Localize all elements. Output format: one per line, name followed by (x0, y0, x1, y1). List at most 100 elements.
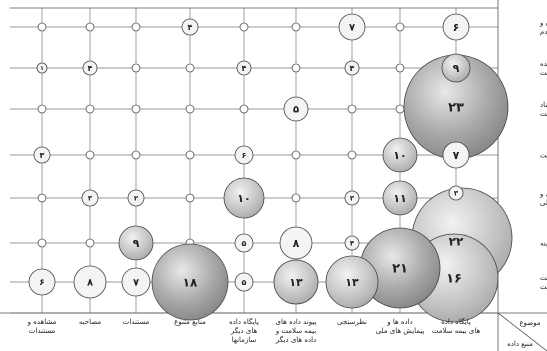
empty-marker (131, 150, 141, 160)
bubble-circle (344, 60, 360, 76)
empty-marker (395, 63, 405, 73)
empty-marker (291, 63, 301, 73)
column-labels: پایگاه داده های بیمه سلامت داده ها و پیمایش… (27, 317, 481, 344)
bubble-value: ۶ (453, 21, 460, 34)
bubble-value: ۹ (133, 237, 140, 250)
bubble: ۴ (344, 60, 360, 76)
bubble-circle (279, 226, 313, 260)
bubble: ۱۰ (223, 177, 265, 219)
empty-marker (37, 104, 47, 114)
bubble-value: ۶ (39, 278, 45, 288)
bubble-value: ۱۳ (345, 276, 359, 289)
bubble-value: ۵ (242, 239, 247, 248)
empty-marker (291, 150, 301, 160)
bubble-value: ۵ (242, 278, 247, 287)
bubble-circle (344, 190, 360, 206)
bubble-circle (82, 60, 98, 76)
empty-marker (85, 104, 95, 114)
bubble-value: ۷ (133, 278, 139, 289)
bubble-circle (236, 60, 252, 76)
bubble: ۴ (82, 60, 98, 76)
empty-marker (185, 150, 195, 160)
empty-marker (37, 193, 47, 203)
empty-marker (37, 22, 47, 32)
bubble: ۲ (127, 189, 145, 207)
empty-marker (185, 63, 195, 73)
bubble-value: ۹ (453, 62, 460, 75)
bubble-circle (442, 141, 470, 169)
bubble-circle (344, 235, 360, 251)
bubble-circle (81, 189, 99, 207)
bubble: ۱۳ (325, 255, 379, 309)
bubble-value: ۳ (350, 195, 355, 203)
bubble-value: ۱۱ (393, 192, 406, 205)
bubble: ۳ (448, 185, 464, 201)
bubble-value: ۳ (454, 190, 459, 198)
bubble-circle (338, 13, 366, 41)
empty-marker (131, 104, 141, 114)
bubble-circle (234, 145, 254, 165)
bubble-circle (441, 53, 471, 83)
bubble-value: ۱ (40, 65, 44, 72)
bubble-value: ۱۳ (289, 276, 303, 289)
column-label: مستندات (123, 318, 150, 326)
row-label: پوشش بیمه ای ومحافظت مالی (539, 190, 547, 207)
bubble: ۸ (73, 265, 107, 299)
bubble-circle (223, 177, 265, 219)
row-label: طرح یا سیاستبیمه سلامت (540, 274, 547, 291)
bubble-value: ۶ (242, 151, 247, 160)
row-label: عدالت در سلامت (540, 152, 547, 160)
bubble-circle (73, 265, 107, 299)
corner-top-label: موضوع (519, 319, 540, 327)
bubble-value: ۷ (453, 149, 460, 162)
bubble: ۳ (81, 189, 99, 207)
bubble: ۶ (442, 13, 470, 41)
bubble: ۷ (338, 13, 366, 41)
column-label: پایگاه داده های بیمه سلامت (432, 317, 481, 335)
bubble: ۵ (234, 233, 254, 253)
bubble-value: ۱۰ (237, 192, 250, 205)
bubble: ۹ (441, 53, 471, 83)
empty-markers (37, 22, 405, 287)
bubble-value: ۲۱ (392, 262, 408, 277)
bubble-circle (273, 259, 319, 305)
column-label: منابع متنوع (174, 318, 206, 326)
bubble: ۸ (279, 226, 313, 260)
bubble-value: ۳ (88, 195, 93, 203)
empty-marker (37, 238, 47, 248)
bubble-circle (181, 18, 199, 36)
bubble: ۱۸ (151, 243, 229, 321)
bubble-circle (127, 189, 145, 207)
empty-marker (85, 22, 95, 32)
column-label: داده ها و پیمایش های ملی (376, 318, 425, 335)
bubble: ۶ (234, 145, 254, 165)
bubble: ۴ (236, 60, 252, 76)
bubble-value: ۱۸ (183, 275, 198, 289)
bubble-circle (118, 225, 154, 261)
empty-marker (347, 104, 357, 114)
bubble-value: ۴ (242, 64, 247, 73)
empty-marker (85, 238, 95, 248)
empty-marker (185, 104, 195, 114)
bubble: ۱۱ (382, 180, 418, 216)
bubble: ۱ (36, 62, 48, 74)
row-label: داده ها و اسنادبیمه سلامت (540, 101, 547, 118)
bubble: ۹ (118, 225, 154, 261)
empty-marker (291, 193, 301, 203)
corner-divider (497, 312, 547, 351)
corner-header: موضوع منبع داده (497, 312, 547, 351)
bubble: ۱۳ (273, 259, 319, 305)
bubble-value: ۲ (134, 195, 139, 203)
empty-marker (185, 193, 195, 203)
bubble-value: ۵ (293, 105, 299, 116)
column-label: پایگاه داده های دیگر سازمانها (229, 317, 259, 344)
bubble-circle (36, 62, 48, 74)
bubble-value: ۲۳ (448, 101, 464, 116)
column-label: مصاحبه (79, 318, 101, 326)
empty-marker (395, 22, 405, 32)
empty-marker (85, 150, 95, 160)
bubble: ۴ (344, 235, 360, 251)
row-label: تأمین کنندهخدمات سلامت (540, 58, 547, 77)
bubble-circle (234, 233, 254, 253)
